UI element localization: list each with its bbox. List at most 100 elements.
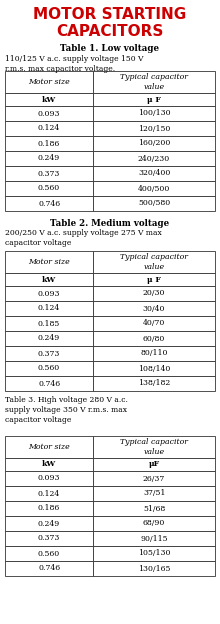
- Bar: [93, 531, 215, 546]
- Bar: [5, 316, 93, 331]
- Bar: [93, 286, 215, 301]
- Text: μ F: μ F: [147, 95, 161, 104]
- Bar: [5, 106, 93, 121]
- Text: 120/150: 120/150: [138, 125, 170, 132]
- Text: 108/140: 108/140: [138, 364, 170, 373]
- Bar: [5, 166, 93, 181]
- Bar: [93, 136, 215, 151]
- Bar: [93, 486, 215, 501]
- Bar: [93, 151, 215, 166]
- Bar: [5, 93, 93, 106]
- Bar: [5, 546, 93, 561]
- Bar: [93, 251, 215, 273]
- Bar: [5, 181, 93, 196]
- Text: 200/250 V a.c. supply voltage 275 V max
capacitor voltage: 200/250 V a.c. supply voltage 275 V max …: [5, 229, 162, 247]
- Text: 110/125 V a.c. supply voltage 150 V
r.m.s. max capacitor voltage.: 110/125 V a.c. supply voltage 150 V r.m.…: [5, 55, 143, 73]
- Text: 60/80: 60/80: [143, 334, 165, 343]
- Bar: [93, 501, 215, 516]
- Text: μF: μF: [148, 461, 160, 469]
- Text: 0.249: 0.249: [38, 520, 60, 527]
- Text: MOTOR STARTING: MOTOR STARTING: [33, 7, 187, 22]
- Text: 500/580: 500/580: [138, 200, 170, 208]
- Bar: [5, 516, 93, 531]
- Bar: [5, 301, 93, 316]
- Text: 400/500: 400/500: [138, 185, 170, 192]
- Text: Motor size: Motor size: [28, 258, 70, 266]
- Bar: [93, 93, 215, 106]
- Bar: [5, 251, 93, 273]
- Bar: [93, 546, 215, 561]
- Text: 51/68: 51/68: [143, 504, 165, 512]
- Bar: [93, 516, 215, 531]
- Text: 160/200: 160/200: [138, 140, 170, 147]
- Text: 0.124: 0.124: [38, 305, 60, 313]
- Bar: [5, 136, 93, 151]
- Text: 0.373: 0.373: [38, 349, 60, 358]
- Bar: [5, 361, 93, 376]
- Bar: [5, 151, 93, 166]
- Text: 0.746: 0.746: [38, 379, 60, 388]
- Text: 0.093: 0.093: [38, 290, 60, 298]
- Text: Typical capacitor
value: Typical capacitor value: [120, 74, 188, 90]
- Bar: [5, 531, 93, 546]
- Text: 0.186: 0.186: [38, 504, 60, 512]
- Text: kW: kW: [42, 95, 56, 104]
- Text: 0.373: 0.373: [38, 170, 60, 177]
- Text: 0.249: 0.249: [38, 334, 60, 343]
- Text: Motor size: Motor size: [28, 443, 70, 451]
- Bar: [5, 273, 93, 286]
- Text: Table 3. High voltage 280 V a.c.
supply voltage 350 V r.m.s. max
capacitor volta: Table 3. High voltage 280 V a.c. supply …: [5, 396, 128, 424]
- Text: 0.124: 0.124: [38, 125, 60, 132]
- Bar: [5, 71, 93, 93]
- Bar: [5, 486, 93, 501]
- Bar: [93, 376, 215, 391]
- Bar: [5, 286, 93, 301]
- Text: 40/70: 40/70: [143, 319, 165, 328]
- Bar: [5, 471, 93, 486]
- Text: 100/130: 100/130: [138, 109, 170, 117]
- Bar: [93, 331, 215, 346]
- Text: Table 1. Low voltage: Table 1. Low voltage: [61, 44, 160, 53]
- Bar: [93, 436, 215, 458]
- Text: 0.560: 0.560: [38, 364, 60, 373]
- Bar: [93, 561, 215, 576]
- Text: 68/90: 68/90: [143, 520, 165, 527]
- Bar: [5, 376, 93, 391]
- Text: Table 2. Medium voltage: Table 2. Medium voltage: [50, 219, 170, 228]
- Text: kW: kW: [42, 461, 56, 469]
- Text: 26/37: 26/37: [143, 474, 165, 482]
- Bar: [93, 301, 215, 316]
- Bar: [5, 346, 93, 361]
- Bar: [93, 106, 215, 121]
- Bar: [93, 361, 215, 376]
- Text: kW: kW: [42, 276, 56, 283]
- Bar: [5, 458, 93, 471]
- Text: 0.746: 0.746: [38, 565, 60, 572]
- Bar: [93, 196, 215, 211]
- Bar: [93, 166, 215, 181]
- Text: 0.746: 0.746: [38, 200, 60, 208]
- Text: CAPACITORS: CAPACITORS: [56, 24, 164, 39]
- Bar: [93, 458, 215, 471]
- Bar: [5, 436, 93, 458]
- Bar: [93, 71, 215, 93]
- Bar: [93, 316, 215, 331]
- Text: 0.093: 0.093: [38, 474, 60, 482]
- Text: 0.124: 0.124: [38, 489, 60, 497]
- Text: 0.249: 0.249: [38, 155, 60, 162]
- Bar: [5, 196, 93, 211]
- Bar: [5, 121, 93, 136]
- Text: Typical capacitor
value: Typical capacitor value: [120, 253, 188, 271]
- Bar: [5, 561, 93, 576]
- Bar: [5, 501, 93, 516]
- Text: 105/130: 105/130: [138, 550, 170, 557]
- Bar: [5, 331, 93, 346]
- Text: 320/400: 320/400: [138, 170, 170, 177]
- Text: 0.186: 0.186: [38, 140, 60, 147]
- Text: Motor size: Motor size: [28, 78, 70, 86]
- Text: 37/51: 37/51: [143, 489, 165, 497]
- Bar: [93, 346, 215, 361]
- Text: 0.185: 0.185: [38, 319, 60, 328]
- Text: 20/30: 20/30: [143, 290, 165, 298]
- Text: 30/40: 30/40: [143, 305, 165, 313]
